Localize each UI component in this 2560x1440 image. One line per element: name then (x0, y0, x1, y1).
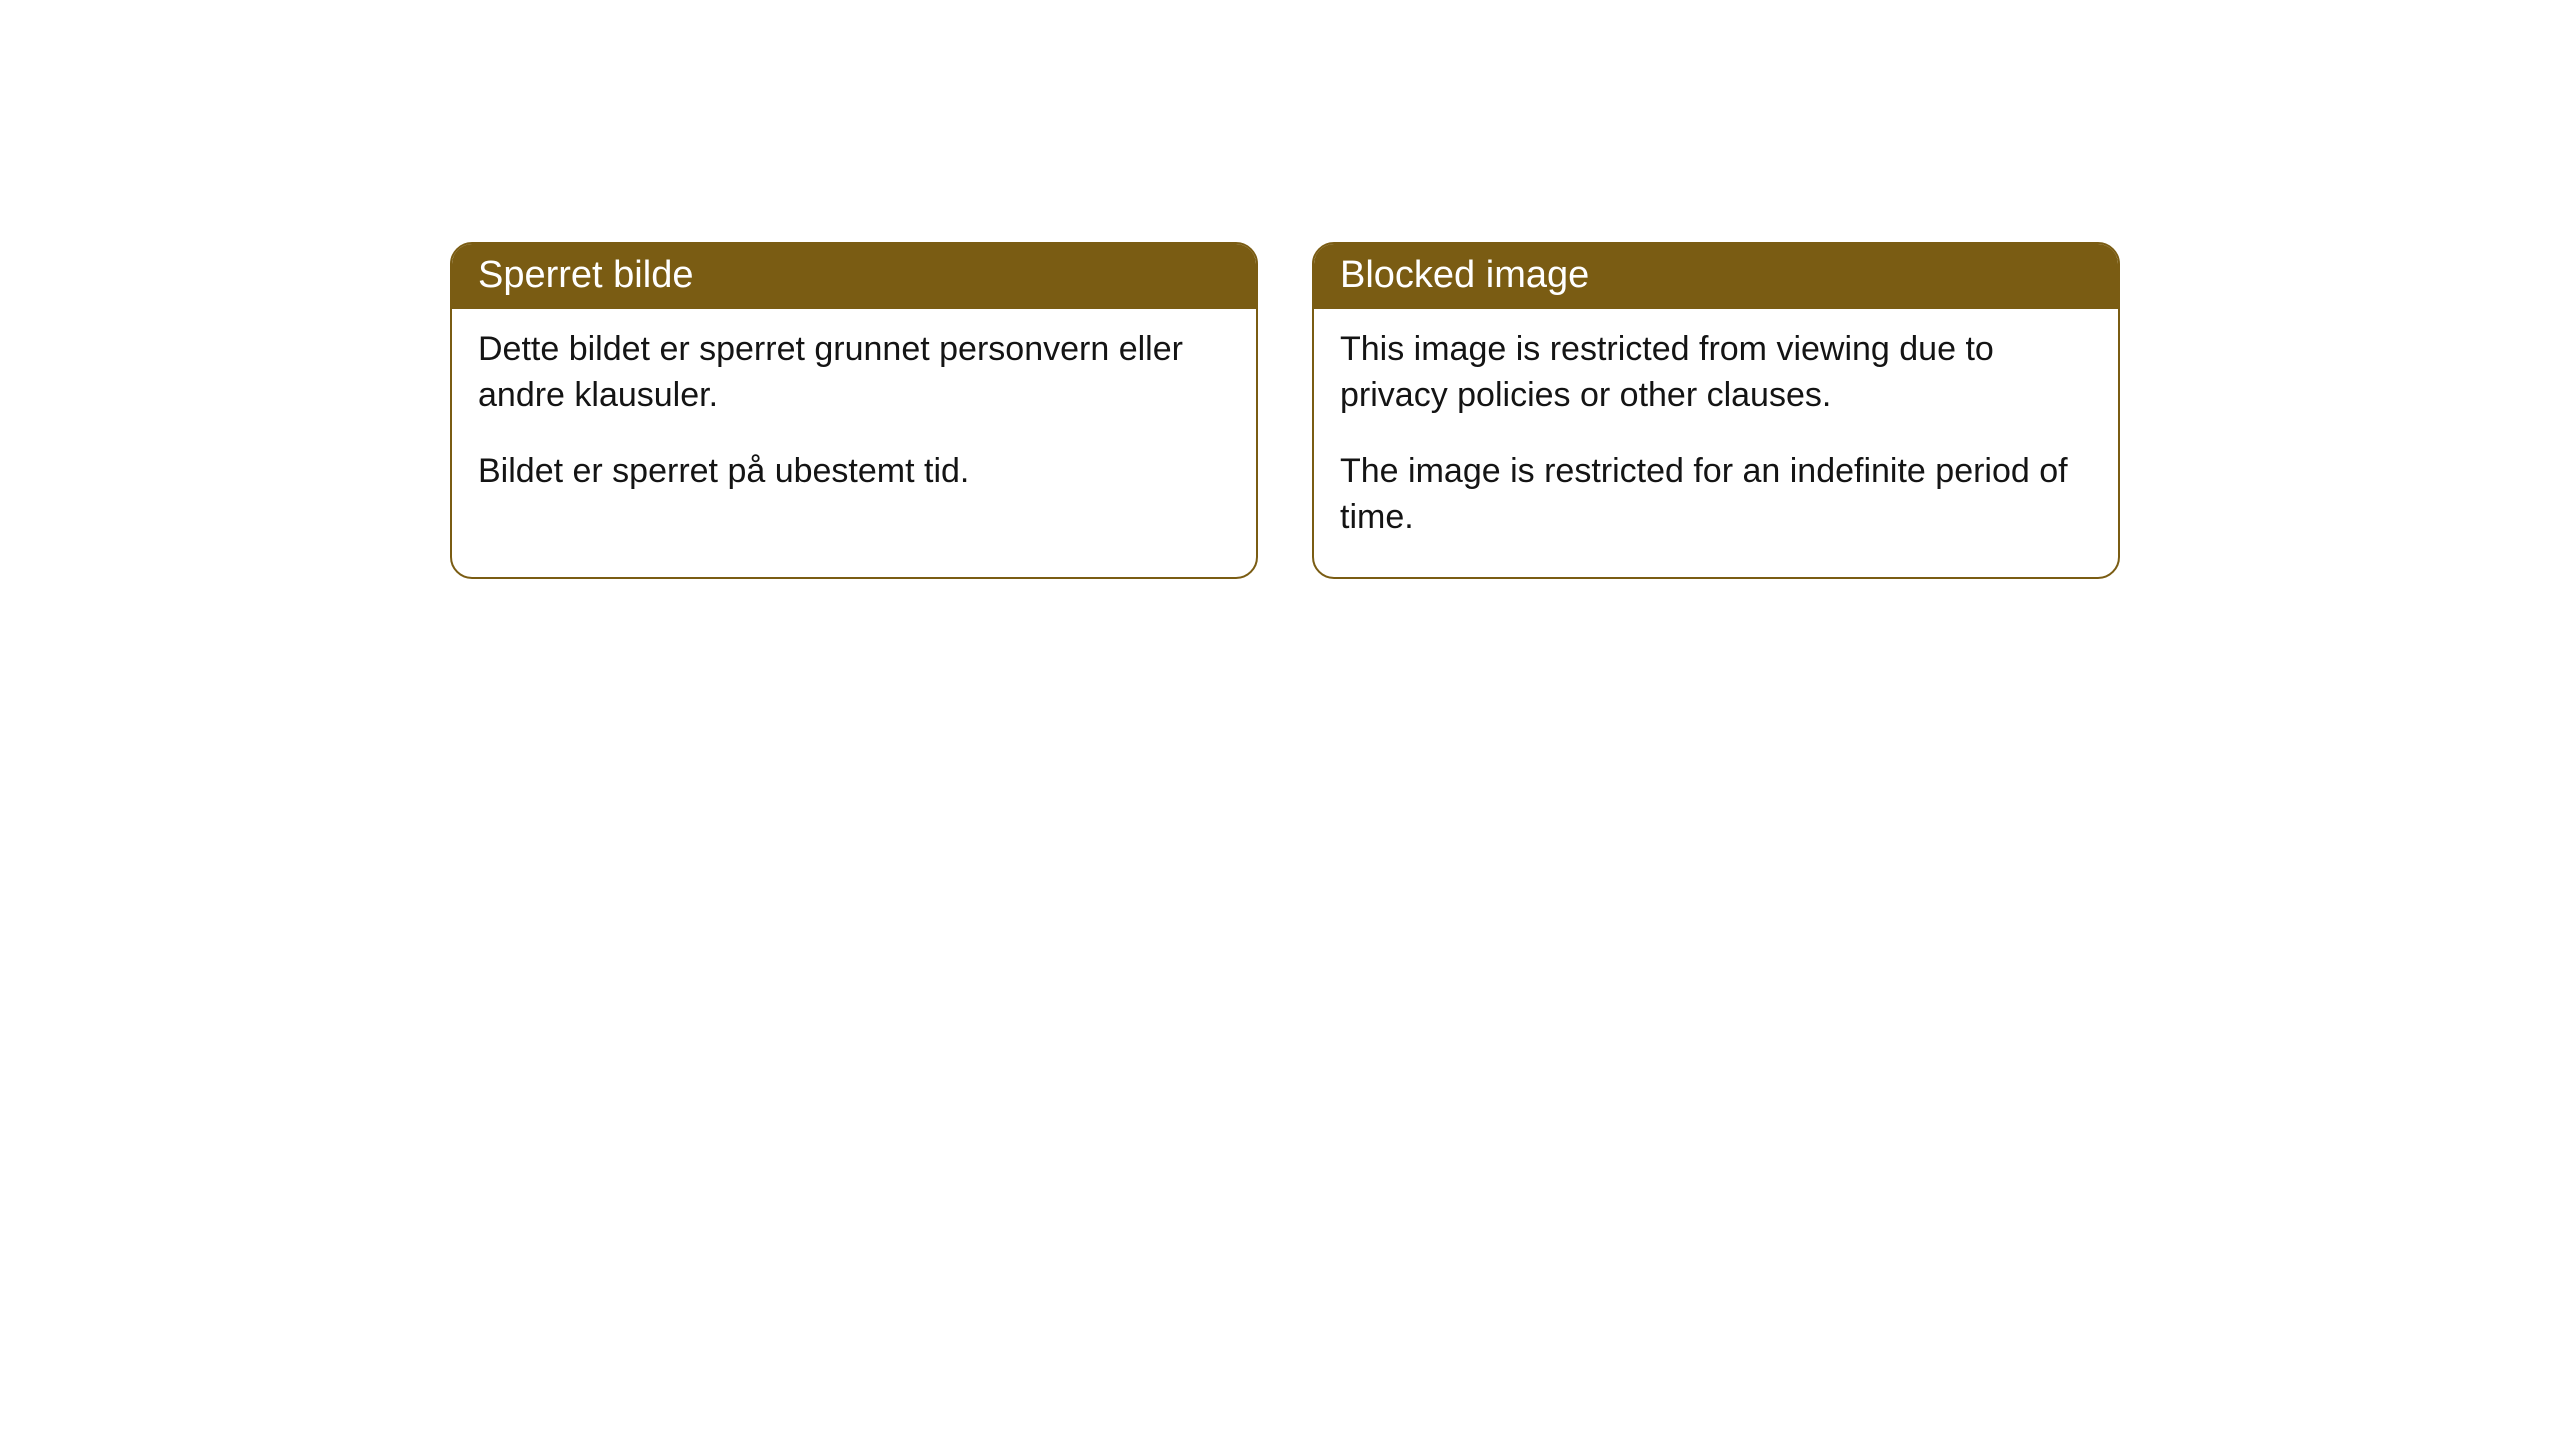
card-en-paragraph-1: This image is restricted from viewing du… (1340, 327, 2092, 419)
card-no-paragraph-2: Bildet er sperret på ubestemt tid. (478, 449, 1230, 495)
card-body-en: This image is restricted from viewing du… (1314, 309, 2118, 577)
card-header-no: Sperret bilde (452, 244, 1256, 309)
blocked-image-card-norwegian: Sperret bilde Dette bildet er sperret gr… (450, 242, 1258, 579)
card-en-paragraph-2: The image is restricted for an indefinit… (1340, 449, 2092, 541)
blocked-image-notice-container: Sperret bilde Dette bildet er sperret gr… (450, 242, 2120, 579)
blocked-image-card-english: Blocked image This image is restricted f… (1312, 242, 2120, 579)
card-body-no: Dette bildet er sperret grunnet personve… (452, 309, 1256, 531)
card-no-paragraph-1: Dette bildet er sperret grunnet personve… (478, 327, 1230, 419)
card-header-en: Blocked image (1314, 244, 2118, 309)
